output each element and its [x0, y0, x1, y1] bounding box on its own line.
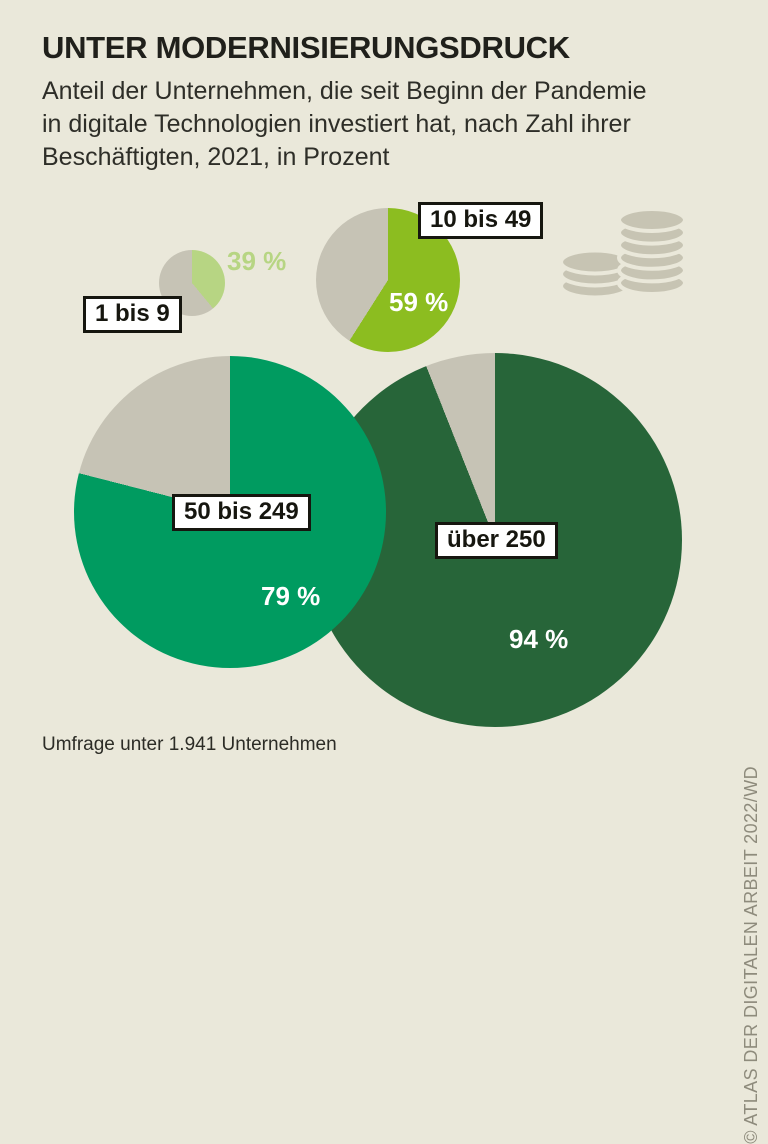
pie-value-50-bis-249: 79 %: [261, 581, 321, 611]
pie-value-1-bis-9: 39 %: [227, 246, 287, 276]
copyright-credit: © ATLAS DER DIGITALEN ARBEIT 2022/WD: [741, 766, 761, 1144]
header: UNTER MODERNISIERUNGSDRUCK Anteil der Un…: [42, 30, 722, 174]
pie-label-10-bis-49: 10 bis 49: [418, 202, 544, 240]
pie-value-ueber-250: 94 %: [509, 624, 569, 654]
survey-note: Umfrage unter 1.941 Unternehmen: [42, 734, 337, 755]
pie-label-ueber-250: über 250: [435, 522, 558, 560]
infographic-canvas: UNTER MODERNISIERUNGSDRUCK Anteil der Un…: [42, 30, 761, 1144]
pie-value-10-bis-49: 59 %: [389, 287, 449, 317]
page-title: UNTER MODERNISIERUNGSDRUCK: [42, 30, 570, 65]
coin-stacks-icon: [559, 207, 687, 300]
pie-label-50-bis-249: 50 bis 249: [172, 494, 311, 532]
page-subtitle: Anteil der Unternehmen, die seit Beginn …: [42, 76, 647, 171]
pie-label-1-bis-9: 1 bis 9: [83, 296, 182, 334]
